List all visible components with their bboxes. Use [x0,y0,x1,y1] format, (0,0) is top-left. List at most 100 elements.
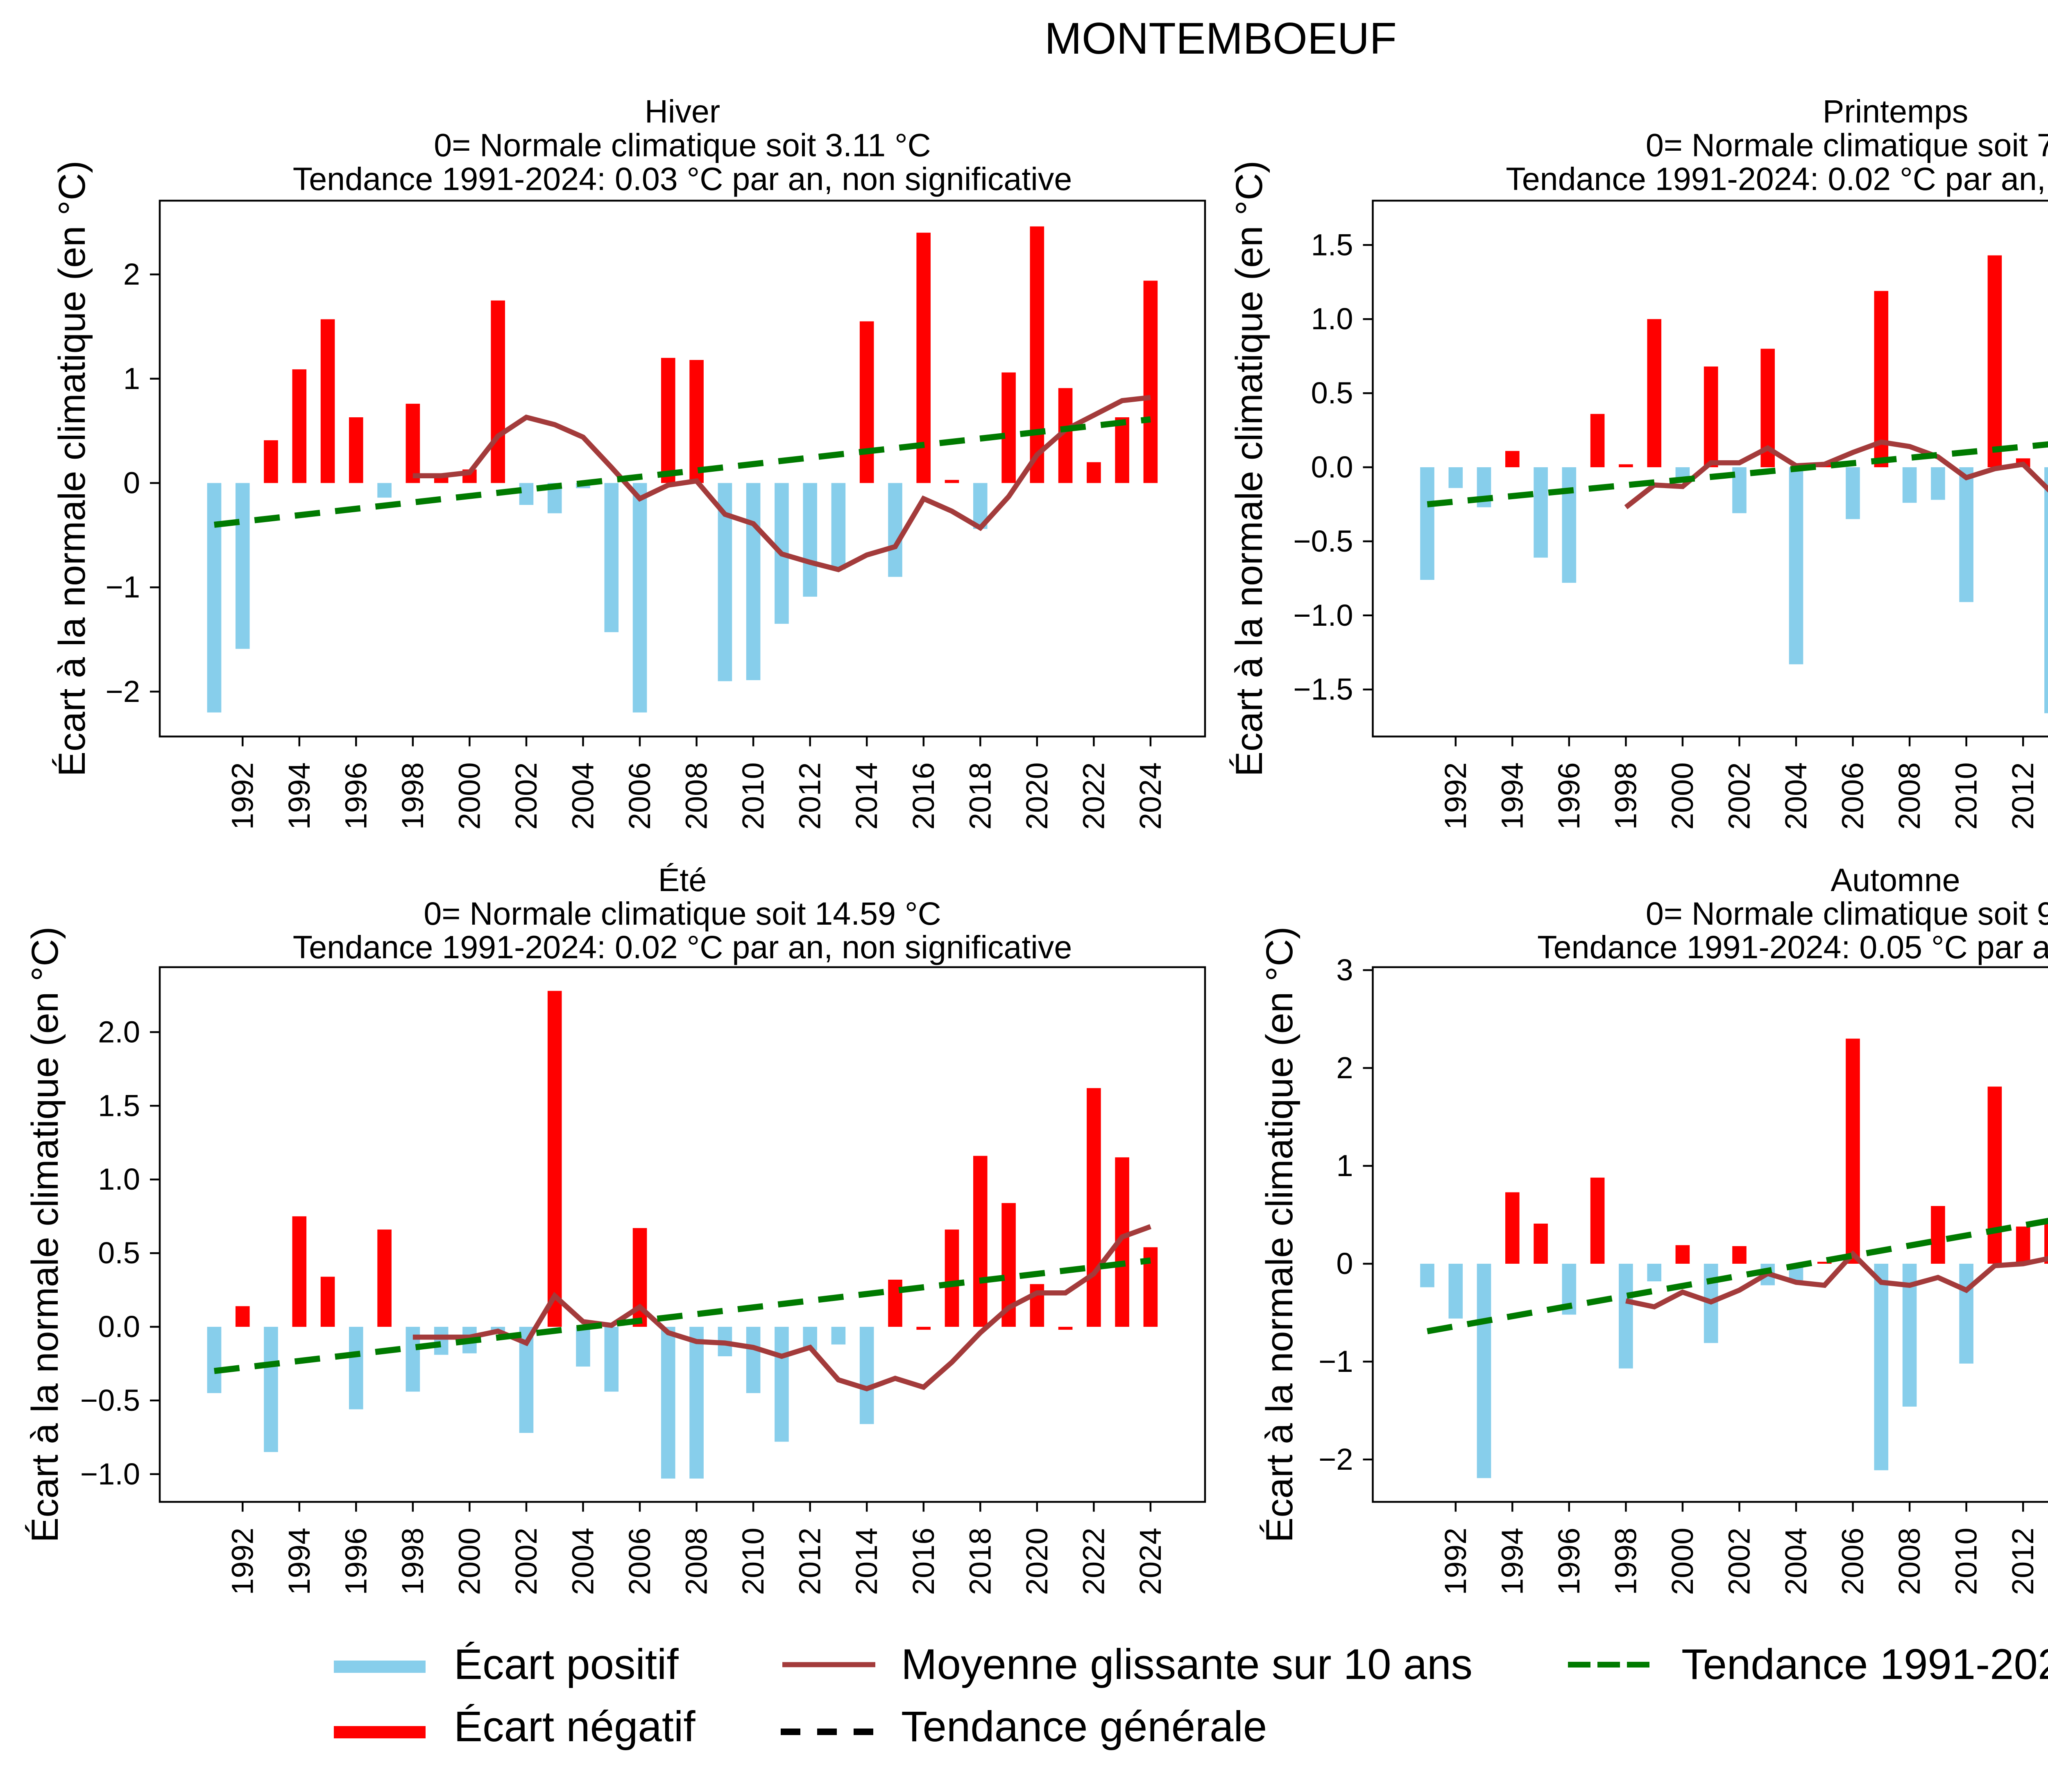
svg-text:Tendance 1991-2024: Tendance 1991-2024 [1681,1640,2048,1688]
svg-text:Hiver: Hiver [645,93,720,129]
svg-text:1998: 1998 [1608,1528,1642,1595]
svg-text:1996: 1996 [1552,1528,1586,1595]
svg-text:1: 1 [1336,1149,1353,1183]
svg-text:−2: −2 [106,674,140,708]
svg-text:0.0: 0.0 [98,1310,140,1344]
svg-text:2006: 2006 [1836,1528,1870,1595]
svg-text:Tendance 1991-2024: 0.05 °C pa: Tendance 1991-2024: 0.05 °C par an, sign… [1537,929,2048,965]
svg-text:2012: 2012 [2006,763,2040,830]
svg-text:2.0: 2.0 [98,1015,140,1049]
svg-text:Moyenne glissante sur 10 ans: Moyenne glissante sur 10 ans [901,1640,1473,1688]
svg-text:1.5: 1.5 [98,1088,140,1122]
svg-text:2000: 2000 [452,1528,486,1595]
svg-text:2000: 2000 [1665,1528,1699,1595]
svg-text:1992: 1992 [1439,763,1473,830]
svg-text:2020: 2020 [1020,763,1054,830]
svg-text:2016: 2016 [906,1528,940,1595]
svg-text:1996: 1996 [1552,763,1586,830]
svg-text:2024: 2024 [1133,763,1167,830]
svg-text:0.5: 0.5 [98,1236,140,1270]
svg-text:1994: 1994 [282,1528,316,1595]
svg-text:2: 2 [123,257,140,291]
svg-text:0.5: 0.5 [1311,376,1353,410]
svg-text:1992: 1992 [225,763,259,830]
svg-text:1998: 1998 [1608,763,1642,830]
svg-text:2004: 2004 [1779,1528,1813,1595]
svg-text:2004: 2004 [566,1528,600,1595]
svg-text:1.0: 1.0 [98,1162,140,1196]
svg-text:1998: 1998 [396,1528,430,1595]
svg-text:−1.0: −1.0 [1293,598,1353,632]
svg-text:2014: 2014 [850,763,884,830]
svg-text:2000: 2000 [452,763,486,830]
svg-text:2018: 2018 [963,1528,997,1595]
svg-text:Écart à la normale climatique: Écart à la normale climatique (en °C) [1259,927,1300,1543]
svg-text:0: 0 [123,466,140,500]
svg-text:2010: 2010 [736,763,770,830]
svg-text:0= Normale climatique soit 3.1: 0= Normale climatique soit 3.11 °C [434,127,931,163]
svg-text:1992: 1992 [1439,1528,1473,1595]
svg-text:−1.5: −1.5 [1293,672,1353,706]
svg-text:Écart négatif: Écart négatif [454,1703,696,1751]
svg-text:2: 2 [1336,1051,1353,1085]
svg-text:0.0: 0.0 [1311,450,1353,484]
svg-text:Écart à la normale climatique: Écart à la normale climatique (en °C) [24,927,66,1543]
svg-text:1992: 1992 [225,1528,259,1595]
svg-text:2008: 2008 [1892,763,1926,830]
svg-text:Tendance 1991-2024: 0.02 °C pa: Tendance 1991-2024: 0.02 °C par an, non … [293,929,1072,965]
svg-text:2010: 2010 [1949,1528,1983,1595]
svg-text:2016: 2016 [906,763,940,830]
svg-text:Écart à la normale climatique: Écart à la normale climatique (en °C) [1228,161,1270,776]
svg-text:2012: 2012 [2006,1528,2040,1595]
svg-text:1.0: 1.0 [1311,302,1353,336]
svg-text:2006: 2006 [1836,763,1870,830]
svg-text:1.5: 1.5 [1311,228,1353,262]
svg-text:2022: 2022 [1076,763,1110,830]
svg-text:1996: 1996 [339,1528,373,1595]
svg-text:Écart positif: Écart positif [454,1640,679,1688]
svg-text:2018: 2018 [963,763,997,830]
svg-text:Printemps: Printemps [1823,93,1969,129]
svg-text:3: 3 [1336,953,1353,987]
svg-text:0= Normale climatique soit 9.5: 0= Normale climatique soit 9.55 °C [1646,895,2048,932]
svg-text:2020: 2020 [1020,1528,1054,1595]
svg-text:Tendance 1991-2024: 0.02 °C pa: Tendance 1991-2024: 0.02 °C par an, non … [1506,161,2048,197]
svg-text:Tendance 1991-2024: 0.03 °C pa: Tendance 1991-2024: 0.03 °C par an, non … [293,161,1072,197]
svg-text:−1: −1 [106,570,140,604]
svg-text:2002: 2002 [1722,1528,1756,1595]
svg-text:2004: 2004 [566,763,600,830]
svg-text:MONTEMBOEUF: MONTEMBOEUF [1044,14,1397,63]
svg-text:2000: 2000 [1665,763,1699,830]
svg-text:2012: 2012 [793,1528,827,1595]
svg-text:2010: 2010 [1949,763,1983,830]
svg-text:−0.5: −0.5 [1293,524,1353,558]
svg-text:2006: 2006 [623,1528,657,1595]
svg-text:Automne: Automne [1831,862,1960,898]
svg-text:2002: 2002 [1722,763,1756,830]
svg-text:Été: Été [658,862,707,898]
svg-text:−0.5: −0.5 [80,1383,140,1417]
svg-text:2022: 2022 [1076,1528,1110,1595]
svg-text:2002: 2002 [509,763,543,830]
svg-text:2008: 2008 [1892,1528,1926,1595]
svg-text:1994: 1994 [1495,763,1529,830]
svg-text:Écart à la normale climatique: Écart à la normale climatique (en °C) [51,161,93,776]
svg-text:2014: 2014 [850,1528,884,1595]
svg-text:−1: −1 [1319,1344,1353,1378]
svg-text:2010: 2010 [736,1528,770,1595]
svg-text:1: 1 [123,362,140,396]
svg-text:2024: 2024 [1133,1528,1167,1595]
svg-text:2012: 2012 [793,763,827,830]
svg-text:2002: 2002 [509,1528,543,1595]
svg-text:2006: 2006 [623,763,657,830]
svg-text:1994: 1994 [282,763,316,830]
svg-text:1996: 1996 [339,763,373,830]
svg-text:0= Normale climatique soit 7.5: 0= Normale climatique soit 7.53 °C [1646,127,2048,163]
svg-text:−2: −2 [1319,1442,1353,1476]
svg-text:1998: 1998 [396,763,430,830]
svg-text:Tendance générale: Tendance générale [901,1703,1267,1751]
svg-text:2004: 2004 [1779,763,1813,830]
svg-text:−1.0: −1.0 [80,1457,140,1491]
svg-text:0= Normale climatique soit 14.: 0= Normale climatique soit 14.59 °C [424,895,941,932]
svg-text:2008: 2008 [680,1528,714,1595]
